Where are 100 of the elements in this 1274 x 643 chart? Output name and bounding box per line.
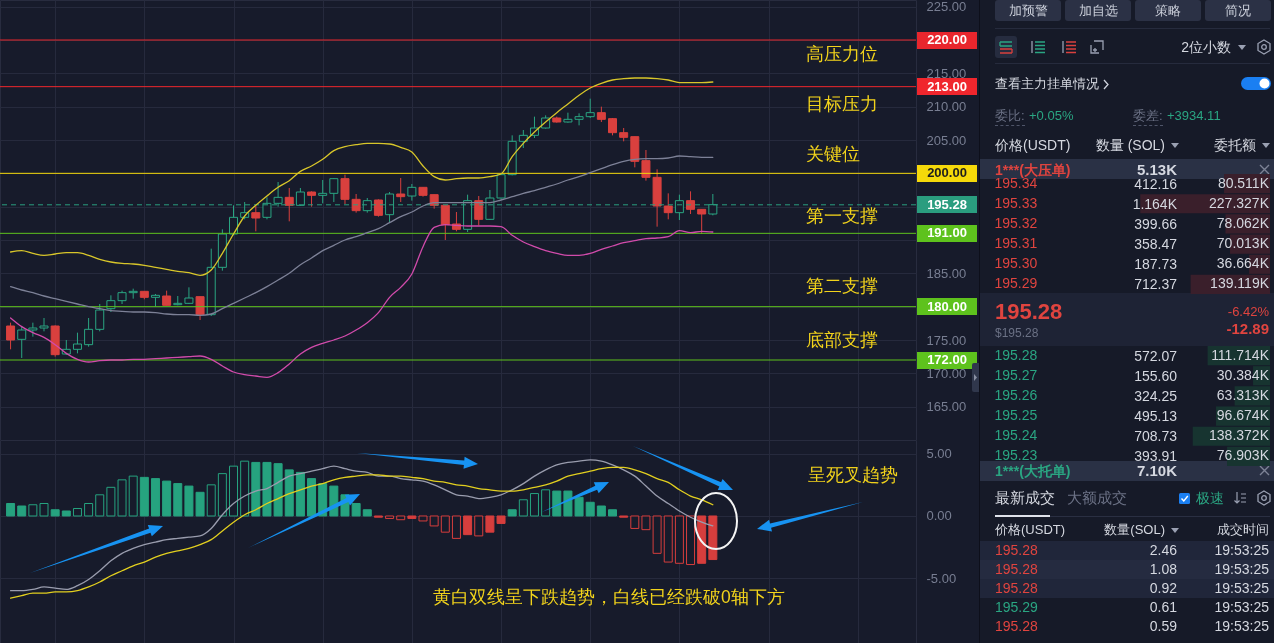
bar xyxy=(708,515,718,561)
text: 0.59 xyxy=(1149,617,1177,636)
y-tick-label: 195.31 xyxy=(994,235,1038,252)
bar xyxy=(173,483,183,517)
bar xyxy=(385,515,395,519)
data-label: 138.372K xyxy=(1209,427,1270,444)
bar xyxy=(608,509,618,517)
bar xyxy=(229,465,239,517)
bar xyxy=(128,475,138,517)
text: 呈死叉趋势 xyxy=(808,465,898,487)
candlestick xyxy=(195,296,205,321)
bar xyxy=(451,515,461,539)
y-tick-label: 0.00 xyxy=(926,508,952,524)
data-label: 96.674K xyxy=(1216,407,1270,424)
y-tick-label: 5.00 xyxy=(926,446,952,462)
text: 19:53:25 xyxy=(1214,598,1269,617)
candlestick xyxy=(396,177,406,203)
text: 572.07 xyxy=(1134,347,1177,366)
text: 495.13 xyxy=(1134,407,1177,426)
text: 关键位 xyxy=(806,144,860,166)
bar xyxy=(139,476,149,517)
data-label: 76.903K xyxy=(1216,447,1270,464)
candlestick xyxy=(318,179,328,204)
text: 1***(大托单) xyxy=(995,462,1071,481)
y-tick-label: 195.32 xyxy=(994,214,1038,231)
button: 加预警 xyxy=(995,0,1061,21)
bar xyxy=(251,461,261,517)
bar xyxy=(674,515,684,564)
text: 大额成交 xyxy=(1067,488,1127,508)
candlestick xyxy=(585,98,595,119)
text: 1.08 xyxy=(1149,560,1177,579)
y-tick-label: 175.00 xyxy=(926,332,967,348)
text: 最新成交 xyxy=(995,488,1055,508)
candlestick xyxy=(686,190,696,215)
text: 委托额 xyxy=(1214,136,1256,155)
text: 19:53:25 xyxy=(1214,579,1269,598)
button: 策略 xyxy=(1135,0,1201,21)
bar xyxy=(663,515,673,563)
text: 数量(SOL) xyxy=(1104,521,1165,539)
text: 0.92 xyxy=(1149,579,1177,598)
bar xyxy=(61,510,71,517)
text: 底部支撑 xyxy=(806,330,878,352)
bar xyxy=(206,484,216,517)
text: 第二支撑 xyxy=(806,276,878,298)
bar xyxy=(295,471,305,517)
ref-line-label: 191.00 xyxy=(927,225,967,241)
bar xyxy=(50,509,60,517)
candlestick xyxy=(72,332,82,354)
bar xyxy=(686,515,696,566)
text: 极速 xyxy=(1196,489,1224,508)
bar xyxy=(240,460,250,517)
data-label: 80.511K xyxy=(1217,174,1270,191)
candlestick xyxy=(697,208,707,235)
bar xyxy=(630,515,640,529)
y-tick-label: 165.00 xyxy=(926,399,967,415)
y-tick-label: 195.23 xyxy=(994,447,1038,464)
text: 价格(USDT) xyxy=(995,136,1071,155)
bar xyxy=(284,469,294,517)
text: 324.25 xyxy=(1134,387,1177,406)
bar xyxy=(541,489,551,517)
ref-line-label: 180.00 xyxy=(927,298,967,314)
text: 708.73 xyxy=(1134,427,1177,446)
text: +0.05% xyxy=(1029,107,1074,125)
bar xyxy=(463,515,473,536)
candlestick xyxy=(95,303,105,332)
annotation: 399.66 xyxy=(1134,215,1177,234)
y-tick-label: 195.29 xyxy=(994,275,1038,292)
bar xyxy=(429,515,439,527)
bar xyxy=(307,478,317,517)
text: 委比: xyxy=(995,106,1025,126)
text: 2位小数 xyxy=(1181,38,1231,57)
bar xyxy=(362,509,372,517)
ref-line-label: 213.00 xyxy=(927,78,967,94)
bar xyxy=(529,493,539,517)
text: +3934.11 xyxy=(1167,107,1221,125)
text: 19:53:25 xyxy=(1214,560,1269,579)
button: 加自选 xyxy=(1065,0,1131,21)
text: -6.42% xyxy=(1227,304,1269,319)
text: 2.46 xyxy=(1149,541,1177,560)
text: 19:53:25 xyxy=(1214,617,1269,636)
text: 成交时间 xyxy=(1217,521,1269,539)
bar xyxy=(552,490,562,517)
bar xyxy=(585,501,595,517)
y-tick-label: 195.26 xyxy=(994,386,1038,403)
data-label: 30.384K xyxy=(1216,366,1270,383)
text: 价格(USDT) xyxy=(995,521,1066,539)
candlestick xyxy=(184,286,194,305)
bar xyxy=(518,499,528,517)
y-tick-label: 205.00 xyxy=(926,132,967,148)
bar xyxy=(6,503,16,517)
ref-line-label: 220.00 xyxy=(927,32,967,47)
y-tick-label: 195.25 xyxy=(994,407,1038,424)
candlestick xyxy=(84,317,94,348)
bar xyxy=(162,480,172,517)
text: 数量 (SOL) xyxy=(1095,136,1165,155)
y-tick-label: 195.33 xyxy=(994,194,1038,211)
annotation: 712.37 xyxy=(1134,275,1177,294)
candlestick xyxy=(17,325,27,359)
y-tick-label: -5.00 xyxy=(926,570,957,586)
y-tick-label: 225.00 xyxy=(926,0,967,15)
